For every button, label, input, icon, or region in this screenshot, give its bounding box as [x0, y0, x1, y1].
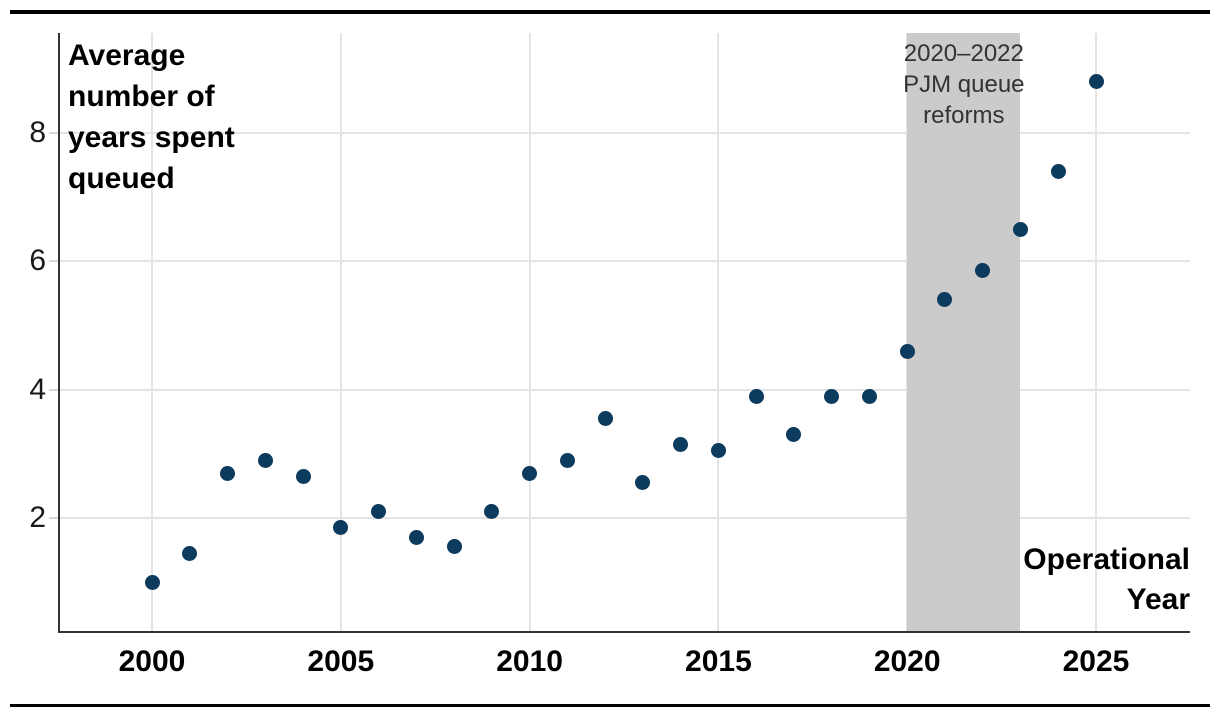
- data-point: [635, 475, 651, 491]
- h-gridline: [60, 260, 1190, 263]
- v-gridline: [151, 33, 153, 632]
- y-tick-mark: [49, 260, 58, 263]
- data-point: [786, 427, 802, 443]
- bottom-rule: [10, 704, 1210, 707]
- v-gridline: [1095, 33, 1097, 632]
- data-point: [446, 539, 462, 555]
- top-rule: [10, 10, 1210, 14]
- plot-area: [60, 33, 1190, 632]
- x-axis-title: Operational Year: [1023, 543, 1190, 616]
- data-point: [824, 388, 840, 404]
- data-point: [673, 436, 689, 452]
- y-tick-label: 4: [29, 372, 46, 406]
- x-axis-line: [58, 631, 1190, 633]
- h-gridline: [60, 132, 1190, 134]
- data-point: [1012, 221, 1028, 237]
- h-gridline: [60, 517, 1190, 519]
- data-point: [371, 504, 387, 520]
- x-tick-label: 2000: [118, 645, 186, 678]
- data-point: [559, 452, 575, 468]
- h-gridline: [60, 388, 1190, 391]
- v-gridline: [528, 33, 531, 632]
- y-tick-mark: [49, 132, 58, 134]
- x-tick-label: 2020: [873, 645, 941, 678]
- x-tick-label: 2025: [1062, 645, 1130, 678]
- data-point: [257, 452, 273, 468]
- data-point: [408, 529, 424, 545]
- data-point: [861, 388, 877, 404]
- data-point: [522, 465, 538, 481]
- data-point: [748, 388, 764, 404]
- data-point: [484, 504, 500, 520]
- y-tick-label: 6: [29, 244, 46, 278]
- y-tick-label: 8: [29, 116, 46, 149]
- data-point: [1088, 74, 1104, 90]
- y-tick-mark: [49, 517, 58, 519]
- data-point: [220, 465, 236, 481]
- reform-band: [907, 33, 1021, 632]
- data-point: [144, 574, 160, 590]
- x-tick-label: 2010: [496, 645, 563, 678]
- y-axis-title: Average number of years spent queued: [68, 39, 235, 195]
- x-tick-label: 2015: [685, 645, 752, 678]
- data-point: [899, 343, 915, 359]
- y-axis-line: [58, 33, 60, 632]
- data-point: [295, 468, 311, 484]
- reform-band-label: 2020–2022 PJM queue reforms: [903, 40, 1025, 129]
- v-gridline: [717, 33, 720, 632]
- data-point: [975, 263, 991, 279]
- y-tick-label: 2: [29, 501, 46, 534]
- x-tick-label: 2005: [307, 645, 375, 678]
- data-point: [182, 545, 198, 561]
- data-point: [1050, 164, 1066, 179]
- data-point: [597, 411, 613, 427]
- v-gridline: [339, 33, 342, 632]
- data-point: [333, 520, 349, 536]
- data-point: [937, 292, 953, 308]
- y-tick-mark: [49, 388, 58, 391]
- data-point: [710, 443, 726, 459]
